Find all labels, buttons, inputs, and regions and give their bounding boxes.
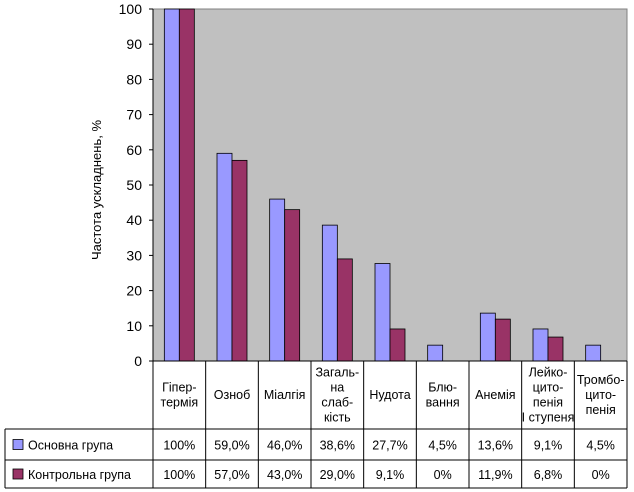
data-label-main-4: 27,7%: [372, 439, 407, 453]
y-tick-label: 60: [126, 142, 142, 158]
bar-control-2: [284, 209, 301, 362]
data-label-control-8: 0%: [592, 468, 610, 482]
category-label-0: Гіпер-термія: [161, 381, 199, 410]
bar-control-6: [494, 318, 511, 362]
legend-swatch-control: [12, 468, 24, 480]
y-axis: 0 10 20 30 40 50 60 70 80 90 100: [119, 1, 154, 369]
category-label-4: Нудота: [369, 388, 410, 402]
data-label-control-7: 6,8%: [534, 468, 563, 482]
data-label-main-8: 4,5%: [586, 439, 615, 453]
bar-main-2: [269, 198, 286, 362]
bar-control-3: [336, 258, 353, 362]
category-label-7: Лейко-цито-пенія І ступеня: [522, 366, 575, 425]
data-table: Гіпер-термія Озноб Міалгія Загаль-на слаб-кі…: [4, 360, 628, 489]
data-label-main-7: 9,1%: [534, 439, 563, 453]
y-tick-label: 20: [126, 283, 142, 299]
legend-swatch-main: [12, 439, 24, 450]
category-label-8: Тромбо-цито-пенія: [577, 373, 625, 417]
bar-control-7: [547, 336, 564, 362]
y-tick-label: 40: [126, 212, 142, 228]
data-label-main-2: 46,0%: [267, 439, 302, 453]
y-tick-label: 50: [126, 177, 142, 193]
bar-control-0: [178, 8, 195, 362]
data-label-main-1: 59,0%: [214, 439, 249, 453]
category-label-2: Міалгія: [264, 388, 306, 402]
y-tick-label: 30: [126, 247, 142, 263]
y-tick-label: 0: [134, 353, 142, 369]
category-label-3: Загаль-на слаб-кість: [315, 366, 359, 425]
category-label-6: Анемія: [475, 388, 515, 402]
bar-main-7: [532, 328, 549, 362]
y-tick-label: 70: [126, 107, 142, 123]
data-label-control-1: 57,0%: [214, 468, 249, 482]
bar-main-0: [163, 8, 180, 362]
y-tick-label: 10: [126, 318, 142, 334]
bar-main-8: [585, 344, 602, 362]
data-label-control-5: 0%: [434, 468, 452, 482]
bar-main-4: [374, 263, 391, 362]
bar-main-3: [321, 224, 338, 362]
y-axis-label: Частота ускладнень, %: [89, 120, 104, 260]
data-label-control-3: 29,0%: [320, 468, 355, 482]
data-label-main-3: 38,6%: [320, 439, 355, 453]
legend-label-control: Контрольна група: [28, 468, 131, 482]
category-label-1: Озноб: [214, 388, 250, 402]
data-label-control-4: 9,1%: [376, 468, 405, 482]
data-label-main-0: 100%: [163, 439, 195, 453]
data-label-control-2: 43,0%: [267, 468, 302, 482]
data-label-control-0: 100%: [163, 468, 195, 482]
bar-control-1: [231, 159, 248, 362]
data-label-control-6: 11,9%: [478, 468, 513, 482]
y-tick-label: 100: [119, 1, 143, 17]
legend-label-main: Основна група: [28, 439, 113, 453]
data-label-main-5: 4,5%: [428, 439, 457, 453]
bar-main-6: [479, 312, 496, 362]
bar-main-5: [427, 344, 444, 362]
bar-main-1: [216, 152, 233, 362]
y-tick-label: 90: [126, 36, 142, 52]
bars-layer: [163, 8, 602, 362]
data-label-main-6: 13,6%: [478, 439, 513, 453]
y-tick-label: 80: [126, 71, 142, 87]
category-label-5: Блю-вання: [426, 381, 460, 410]
bar-control-4: [389, 328, 406, 362]
